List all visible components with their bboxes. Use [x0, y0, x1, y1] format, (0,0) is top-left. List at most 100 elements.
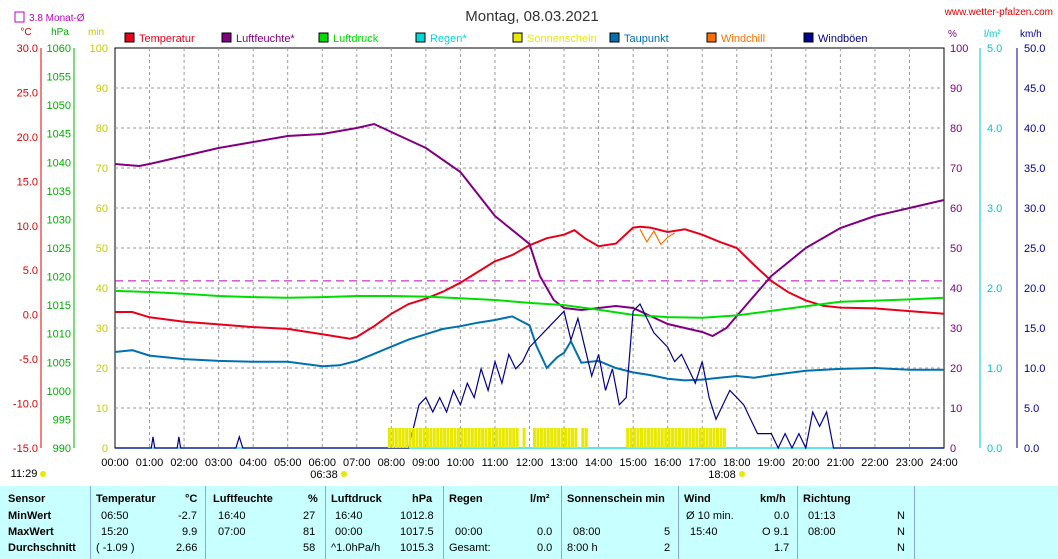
row-min-p-time: 16:40 [335, 510, 363, 522]
x-tick-label: 09:00 [412, 457, 440, 469]
row-min-p-val: 1012.8 [400, 510, 434, 522]
hum-axis-tick: 20 [950, 363, 962, 375]
sunshine-bar [671, 428, 675, 448]
row-avg-label: Durchschnitt [8, 542, 76, 554]
sunshine-bar [394, 428, 398, 448]
sunshine-bar [429, 428, 433, 448]
sunshine-bar [415, 428, 419, 448]
pres-unit-label: hPa [51, 27, 69, 38]
sunshine-bar [467, 428, 471, 448]
sun-axis-tick: 70 [96, 163, 108, 175]
sunshine-bar [550, 428, 554, 448]
sunset-label: 18:08 [708, 469, 736, 481]
hum-axis-tick: 50 [950, 243, 962, 255]
series-line-windchill [639, 229, 675, 246]
legend-label: Regen* [430, 33, 467, 45]
hdr-wind: Wind [684, 493, 711, 505]
sunshine-bar [698, 428, 702, 448]
sunshine-bar [712, 428, 716, 448]
sunshine-bar [401, 428, 405, 448]
sunshine-bar [436, 428, 440, 448]
row-min-w-val: 0.0 [774, 510, 790, 522]
sunshine-bar [719, 428, 723, 448]
sunshine-bar [474, 428, 478, 448]
x-tick-label: 03:00 [205, 457, 233, 469]
pres-axis-tick: 1035 [47, 186, 71, 198]
pres-axis-tick: 1040 [47, 157, 71, 169]
x-tick-label: 10:00 [447, 457, 475, 469]
wind-axis-tick: 25.0 [1024, 243, 1045, 255]
x-tick-label: 20:00 [792, 457, 820, 469]
x-tick-label: 12:00 [516, 457, 544, 469]
row-max-t-val: 9.9 [182, 526, 198, 538]
site-link[interactable]: www.wetter-pfalzen.com [944, 7, 1053, 18]
rain-axis-tick: 0.0 [987, 443, 1002, 455]
sunshine-bar [484, 428, 488, 448]
row-avg-d-val: N [897, 542, 905, 554]
sunshine-bar [446, 428, 450, 448]
legend: Temperatur Luftfeuchte* Luftdruck Regen* Son… [124, 32, 868, 45]
sunshine-bar [643, 428, 647, 448]
x-tick-label: 15:00 [619, 457, 647, 469]
sun-axis-tick: 80 [96, 123, 108, 135]
hum-axis-tick: 100 [950, 43, 968, 55]
sunshine-bar [450, 428, 454, 448]
rain-axis-tick: 5.0 [987, 43, 1002, 55]
sunshine-bar [716, 428, 720, 448]
wind-axis-tick: 50.0 [1024, 43, 1045, 55]
sunshine-bar [391, 428, 395, 448]
temp-axis-tick: 10.0 [17, 221, 38, 233]
sunshine-bar [626, 428, 630, 448]
pres-axis-tick: 1045 [47, 129, 71, 141]
sunshine-bar [408, 428, 412, 448]
sunshine-bar [412, 428, 416, 448]
sunshine-bar [560, 428, 564, 448]
x-tick-label: 02:00 [170, 457, 198, 469]
axes-group: 30.0 25.0 20.0 15.0 10.0 5.0 0.0 -5.0 -10.0 -15.0… [11, 27, 1046, 481]
hum-axis-tick: 80 [950, 123, 962, 135]
wind-axis-tick: 10.0 [1024, 363, 1045, 375]
pres-axis-tick: 1005 [47, 357, 71, 369]
legend-label: Taupunkt [624, 33, 669, 45]
sunrise-label: 06:38 [310, 469, 338, 481]
x-tick-label: 08:00 [378, 457, 406, 469]
sun-axis-tick: 30 [96, 323, 108, 335]
sunshine-bar [657, 428, 661, 448]
pres-axis-tick: 990 [53, 443, 71, 455]
sunshine-bar [508, 428, 512, 448]
pres-axis-tick: 1000 [47, 386, 71, 398]
temp-axis-tick: 15.0 [17, 176, 38, 188]
series-line-taupunkt [114, 315, 944, 382]
sunshine-bar [564, 428, 568, 448]
sunshine-bar [681, 428, 685, 448]
hdr-richtung: Richtung [803, 493, 851, 505]
sunshine-bar [460, 428, 464, 448]
row-max-r-time: 00:00 [455, 526, 483, 538]
temp-axis-tick: -5.0 [19, 354, 38, 366]
rain-unit-label: l/m² [984, 29, 1001, 40]
sunshine-bar [425, 428, 429, 448]
hdr-sensor: Sensor [8, 493, 46, 505]
pres-axis-tick: 995 [53, 414, 71, 426]
sunshine-bar [422, 428, 426, 448]
x-tick-label: 11:00 [482, 457, 509, 469]
row-avg-w-val: 1.7 [774, 542, 790, 554]
x-tick-label: 13:00 [550, 457, 578, 469]
sunshine-bar [722, 428, 726, 448]
sunrise-icon [341, 471, 347, 477]
row-avg-h-val: 58 [303, 542, 316, 554]
row-avg-t-time: ( -1.09 ) [96, 542, 135, 554]
sunshine-bar [553, 428, 557, 448]
moonrise-label: 11:29 [11, 468, 38, 480]
sunshine-bar [522, 428, 526, 448]
row-max-h-time: 07:00 [218, 526, 246, 538]
legend-label: Windchill [721, 33, 765, 45]
row-avg-s-time: 8:00 h [567, 542, 598, 554]
row-max-label: MaxWert [8, 526, 54, 538]
x-tick-label: 06:00 [308, 457, 336, 469]
sunshine-bar [674, 428, 678, 448]
hum-unit-label: % [948, 29, 957, 40]
x-tick-label: 19:00 [758, 457, 786, 469]
row-avg-r-time: Gesamt: [449, 542, 491, 554]
sunshine-bar [439, 428, 443, 448]
